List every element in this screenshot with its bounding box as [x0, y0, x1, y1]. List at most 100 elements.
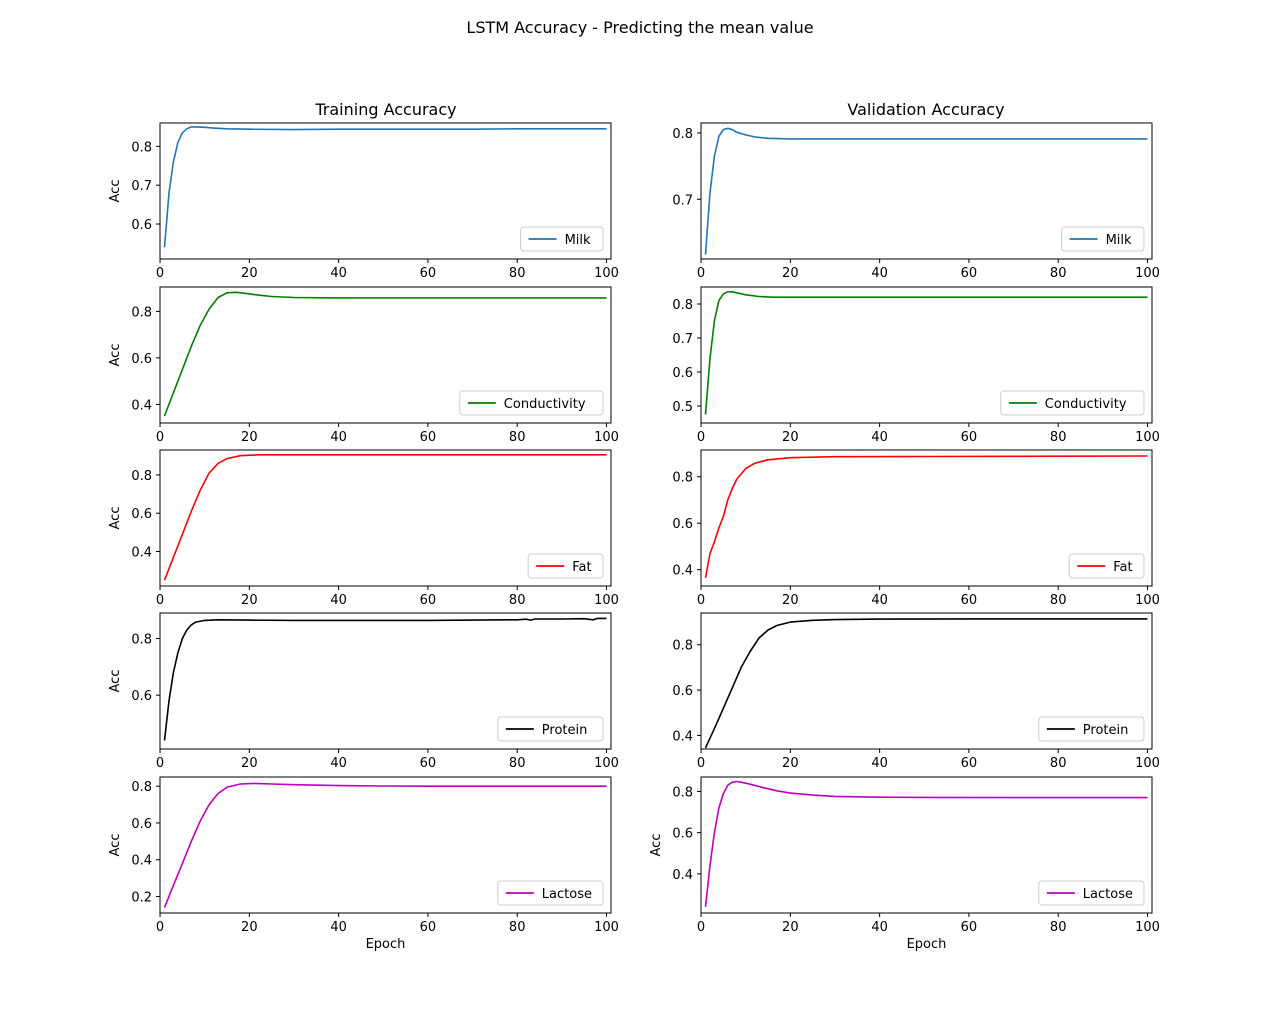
x-tick-label: 40 [330, 266, 347, 281]
x-tick-label: 20 [241, 756, 258, 771]
x-tick-label: 20 [782, 430, 799, 445]
y-tick-label: 0.6 [672, 827, 693, 842]
y-tick-label: 0.2 [131, 890, 152, 905]
legend-label: Protein [1083, 723, 1129, 738]
series-line-fat [163, 453, 607, 581]
y-tick-label: 0.8 [672, 127, 693, 142]
y-tick-label: 0.8 [131, 469, 152, 484]
axes-frame [700, 776, 1153, 914]
x-tick-label: 100 [1135, 430, 1160, 445]
y-tick-label: 0.4 [131, 398, 152, 413]
series-line-protein [704, 618, 1148, 749]
training-column-title: Training Accuracy [314, 100, 456, 119]
series-line-lactose [704, 780, 1148, 907]
legend: Fat [527, 553, 604, 579]
y-tick-label: 0.6 [131, 507, 152, 522]
y-tick-label: 0.8 [131, 305, 152, 320]
axes-frame [159, 449, 612, 587]
x-tick-label: 80 [1050, 430, 1067, 445]
y-tick-label: 0.4 [672, 868, 693, 883]
validation-lactose-panel: 0 20 40 60 80 100 0.4 0.6 0.8 Acc Epoch Lactose [649, 776, 1160, 952]
y-tick-label: 0.4 [131, 854, 152, 869]
x-tick-label: 60 [420, 756, 437, 771]
x-axis-label: Epoch [907, 937, 947, 952]
legend-frame [1038, 716, 1145, 742]
x-tick-label: 60 [961, 920, 978, 935]
x-tick-label: 40 [871, 266, 888, 281]
y-tick-label: 0.7 [672, 193, 693, 208]
training-fat-panel: 0 20 40 60 80 100 0.4 0.6 0.8 Acc Fat [108, 449, 619, 608]
x-tick-label: 80 [1050, 756, 1067, 771]
legend-label: Protein [542, 723, 588, 738]
x-tick-label: 100 [1135, 266, 1160, 281]
x-tick-label: 0 [156, 756, 164, 771]
validation-protein-panel: 0 20 40 60 80 100 0.4 0.6 0.8 Protein [672, 612, 1160, 771]
x-tick-label: 0 [156, 266, 164, 281]
y-tick-label: 0.8 [131, 780, 152, 795]
y-tick-label: 0.4 [672, 564, 693, 579]
y-tick-label: 0.6 [131, 218, 152, 233]
x-tick-label: 100 [594, 430, 619, 445]
y-tick-label: 0.6 [672, 366, 693, 381]
x-tick-label: 60 [961, 756, 978, 771]
validation-conductivity-panel: 0 20 40 60 80 100 0.5 0.6 0.7 0.8 Conductivity [672, 286, 1160, 445]
x-tick-label: 80 [509, 756, 526, 771]
x-tick-label: 20 [782, 756, 799, 771]
y-tick-label: 0.8 [672, 471, 693, 486]
legend-label: Lactose [542, 887, 592, 902]
x-tick-label: 100 [1135, 756, 1160, 771]
axes-frame [700, 286, 1153, 424]
legend-frame [497, 716, 604, 742]
x-tick-label: 80 [509, 266, 526, 281]
y-tick-label: 0.7 [672, 332, 693, 347]
x-tick-label: 60 [420, 593, 437, 608]
y-tick-label: 0.8 [672, 298, 693, 313]
y-tick-label: 0.7 [131, 179, 152, 194]
legend-label: Conductivity [1045, 397, 1127, 412]
legend: Milk [520, 226, 604, 252]
x-tick-label: 40 [871, 756, 888, 771]
legend: Conductivity [1000, 390, 1145, 416]
x-tick-label: 40 [330, 430, 347, 445]
y-tick-label: 0.8 [131, 140, 152, 155]
series-line-conductivity [704, 290, 1148, 415]
series-line-fat [704, 455, 1148, 579]
x-tick-label: 100 [594, 593, 619, 608]
x-axis-label: Epoch [366, 937, 406, 952]
legend: Fat [1068, 553, 1145, 579]
training-protein-panel: 0 20 40 60 80 100 0.6 0.8 Acc Protein [108, 612, 619, 771]
x-tick-label: 40 [871, 593, 888, 608]
x-tick-label: 60 [420, 430, 437, 445]
x-tick-label: 60 [961, 593, 978, 608]
x-tick-label: 20 [241, 430, 258, 445]
x-tick-label: 20 [782, 920, 799, 935]
x-tick-label: 0 [697, 430, 705, 445]
x-tick-label: 100 [594, 920, 619, 935]
y-tick-label: 0.6 [131, 352, 152, 367]
axes-frame [700, 612, 1153, 750]
y-axis-label: Acc [108, 834, 123, 857]
x-tick-label: 60 [420, 266, 437, 281]
y-axis-label: Acc [108, 507, 123, 530]
x-tick-label: 0 [697, 920, 705, 935]
legend-frame [520, 226, 604, 252]
y-tick-label: 0.6 [131, 817, 152, 832]
validation-column-title: Validation Accuracy [847, 100, 1004, 119]
x-tick-label: 60 [961, 430, 978, 445]
validation-fat-panel: 0 20 40 60 80 100 0.4 0.6 0.8 Fat [672, 449, 1160, 608]
x-tick-label: 100 [1135, 920, 1160, 935]
y-tick-label: 0.6 [131, 689, 152, 704]
x-tick-label: 100 [1135, 593, 1160, 608]
x-tick-label: 20 [782, 593, 799, 608]
figure-suptitle: LSTM Accuracy - Predicting the mean valu… [466, 18, 813, 37]
axes-frame [700, 449, 1153, 587]
x-tick-label: 20 [241, 920, 258, 935]
legend-label: Fat [1113, 560, 1132, 575]
x-tick-label: 60 [420, 920, 437, 935]
x-tick-label: 0 [156, 920, 164, 935]
y-tick-label: 0.8 [131, 633, 152, 648]
training-lactose-panel: 0 20 40 60 80 100 0.2 0.4 0.6 0.8 Acc Epoch Lactose [108, 776, 619, 952]
series-line-milk [704, 127, 1148, 255]
legend: Protein [497, 716, 604, 742]
